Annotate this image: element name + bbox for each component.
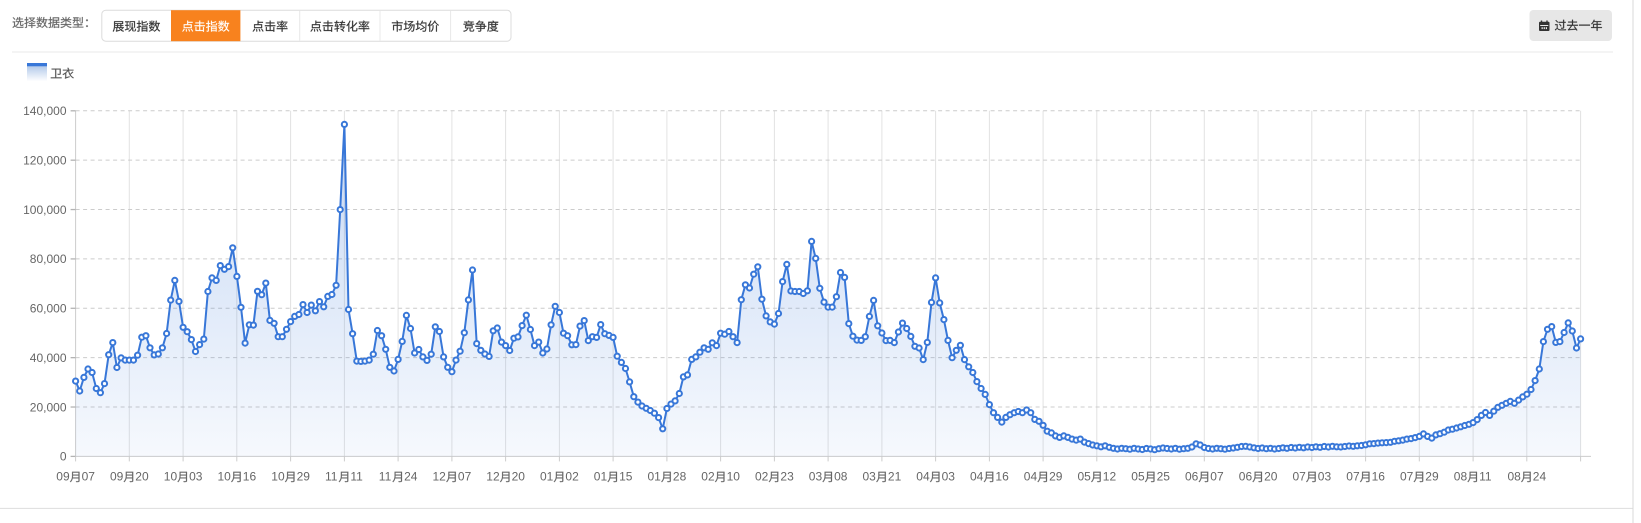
svg-text:0: 0 <box>60 450 67 464</box>
svg-text:07: 07 <box>458 469 472 483</box>
svg-text:140,000: 140,000 <box>23 104 67 118</box>
svg-text:15: 15 <box>619 469 633 483</box>
svg-text:16: 16 <box>1372 469 1386 483</box>
svg-text:25: 25 <box>1157 469 1171 483</box>
svg-text:16: 16 <box>995 469 1009 483</box>
svg-text:06: 06 <box>1239 469 1253 483</box>
svg-text:10: 10 <box>271 469 285 483</box>
svg-text:29: 29 <box>297 469 311 483</box>
svg-text:20: 20 <box>135 469 149 483</box>
svg-text:24: 24 <box>404 469 418 483</box>
svg-text:12: 12 <box>486 469 500 483</box>
svg-text:07: 07 <box>1346 469 1360 483</box>
svg-text:20,000: 20,000 <box>30 400 67 414</box>
svg-text:03: 03 <box>809 469 823 483</box>
svg-text:11: 11 <box>350 469 363 483</box>
svg-text:11: 11 <box>379 469 392 483</box>
svg-text:07: 07 <box>1210 469 1224 483</box>
svg-text:100,000: 100,000 <box>23 203 67 217</box>
svg-text:11: 11 <box>325 469 338 483</box>
svg-text:03: 03 <box>189 469 203 483</box>
svg-text:12: 12 <box>433 469 447 483</box>
svg-text:01: 01 <box>648 469 662 483</box>
svg-text:09: 09 <box>56 469 70 483</box>
svg-text:28: 28 <box>673 469 687 483</box>
svg-text:10: 10 <box>164 469 178 483</box>
svg-text:10: 10 <box>218 469 232 483</box>
svg-text:02: 02 <box>755 469 769 483</box>
svg-text:04: 04 <box>1024 469 1038 483</box>
svg-text:60,000: 60,000 <box>30 302 67 316</box>
svg-text:09: 09 <box>110 469 124 483</box>
svg-text:03: 03 <box>863 469 877 483</box>
svg-text:03: 03 <box>942 469 956 483</box>
svg-text:21: 21 <box>888 469 902 483</box>
svg-text:23: 23 <box>780 469 794 483</box>
svg-text:20: 20 <box>512 469 526 483</box>
svg-text:04: 04 <box>916 469 930 483</box>
svg-text:02: 02 <box>701 469 715 483</box>
svg-text:29: 29 <box>1049 469 1063 483</box>
svg-text:05: 05 <box>1078 469 1092 483</box>
svg-text:80,000: 80,000 <box>30 252 67 266</box>
svg-text:03: 03 <box>1318 469 1332 483</box>
svg-text:07: 07 <box>1400 469 1414 483</box>
svg-text:11: 11 <box>1479 469 1492 483</box>
svg-text:12: 12 <box>1103 469 1117 483</box>
svg-text:16: 16 <box>243 469 257 483</box>
svg-text:01: 01 <box>540 469 554 483</box>
svg-text:120,000: 120,000 <box>23 153 67 167</box>
svg-text:29: 29 <box>1425 469 1439 483</box>
svg-text:08: 08 <box>834 469 848 483</box>
svg-text:02: 02 <box>565 469 579 483</box>
svg-text:10: 10 <box>727 469 741 483</box>
svg-text:04: 04 <box>970 469 984 483</box>
svg-text:07: 07 <box>1293 469 1307 483</box>
svg-text:01: 01 <box>594 469 608 483</box>
svg-text:07: 07 <box>82 469 96 483</box>
svg-text:05: 05 <box>1131 469 1145 483</box>
svg-text:20: 20 <box>1264 469 1278 483</box>
svg-text:24: 24 <box>1533 469 1547 483</box>
svg-text:40,000: 40,000 <box>30 351 67 365</box>
svg-text:08: 08 <box>1508 469 1522 483</box>
svg-text:06: 06 <box>1185 469 1199 483</box>
svg-text:08: 08 <box>1454 469 1468 483</box>
